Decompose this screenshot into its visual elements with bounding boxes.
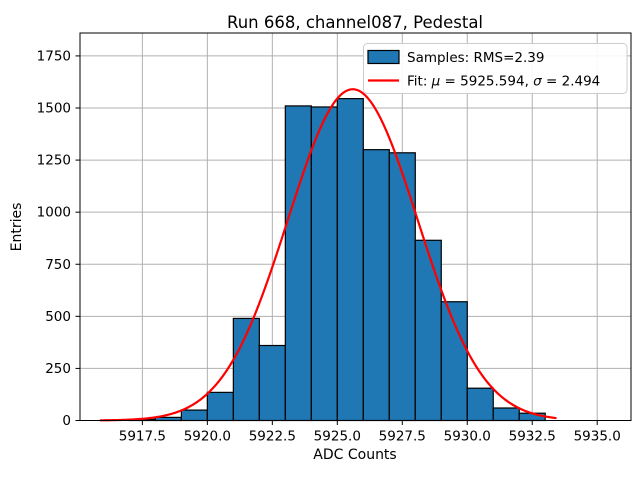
legend-samples-label: Samples: RMS=2.39 xyxy=(407,50,544,66)
histogram-bar xyxy=(466,387,494,422)
x-tick-label: 5930.0 xyxy=(444,429,491,445)
x-tick-label: 5932.5 xyxy=(509,429,556,445)
fit-curve xyxy=(99,88,557,422)
x-tick-label: 5927.5 xyxy=(379,429,426,445)
y-tick-label: 0 xyxy=(62,413,71,429)
histogram-bar xyxy=(362,149,390,422)
histogram-bars xyxy=(128,98,546,422)
x-tick-label: 5920.0 xyxy=(184,429,231,445)
x-tick-label: 5925.0 xyxy=(314,429,361,445)
chart-title: Run 668, channel087, Pedestal xyxy=(227,13,483,32)
y-tick-label: 1750 xyxy=(37,48,71,64)
histogram-bar xyxy=(440,301,468,422)
y-tick-label: 1250 xyxy=(37,153,71,169)
legend-box xyxy=(363,43,628,94)
y-tick-label: 250 xyxy=(45,361,71,377)
y-tick-label: 750 xyxy=(45,257,71,273)
axis-tick-labels: 5917.5 5920.0 5922.5 5925.0 5927.5 5930.0 5932… xyxy=(37,48,621,444)
histogram-bar xyxy=(388,152,416,422)
x-axis-label: ADC Counts xyxy=(313,447,396,463)
histogram-bar xyxy=(336,98,364,422)
x-tick-label: 5917.5 xyxy=(119,429,166,445)
y-tick-label: 500 xyxy=(45,309,71,325)
legend-fit-entry: Fit: μ = 5925.594, σ = 2.494 xyxy=(368,74,600,90)
legend: Samples: RMS=2.39 Fit: μ = 5925.594, σ =… xyxy=(363,43,628,94)
histogram-bar xyxy=(310,106,338,422)
legend-samples-entry: Samples: RMS=2.39 xyxy=(367,49,544,66)
histogram-bar xyxy=(284,105,312,422)
histogram-bar xyxy=(206,391,234,422)
axis-tick-marks xyxy=(75,55,598,425)
y-axis-label: Entries xyxy=(9,203,25,252)
histogram-bar xyxy=(414,239,442,422)
legend-samples-swatch xyxy=(367,49,400,65)
y-tick-label: 1000 xyxy=(37,205,71,221)
histogram-bar xyxy=(258,344,286,422)
x-tick-label: 5935.0 xyxy=(574,429,621,445)
legend-fit-label: Fit: μ = 5925.594, σ = 2.494 xyxy=(407,74,600,90)
y-tick-label: 1500 xyxy=(37,101,71,117)
histogram-bar xyxy=(180,409,208,422)
histogram-bar xyxy=(492,407,520,422)
plot-spines xyxy=(79,32,632,421)
x-tick-label: 5922.5 xyxy=(249,429,296,445)
